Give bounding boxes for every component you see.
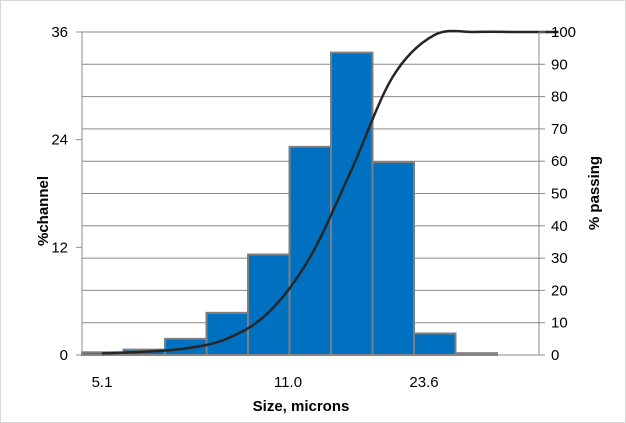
- right-axis-title: % passing: [586, 156, 603, 230]
- left-axis-ticks: 0 12 24 36: [51, 24, 82, 364]
- right-tick-label-80: 80: [551, 89, 568, 106]
- passing-curve: [101, 29, 559, 355]
- bar-5: [247, 253, 291, 356]
- right-tick-label-90: 90: [551, 56, 568, 73]
- bar-9: [413, 332, 457, 357]
- left-tick-label-0: 0: [60, 347, 68, 364]
- bar-7: [330, 51, 374, 357]
- left-tick-label-24: 24: [51, 132, 68, 149]
- x-axis-title: Size, microns: [253, 398, 350, 415]
- left-tick-label-12: 12: [51, 239, 68, 256]
- channel-bars: [81, 51, 498, 357]
- bar-4: [205, 311, 249, 357]
- right-tick-label-50: 50: [551, 186, 568, 203]
- cumulative-passing-line: [101, 29, 559, 355]
- x-tick-label-2: 11.0: [274, 374, 302, 391]
- x-axis-ticks: 5.1 11.0 23.6: [92, 374, 439, 391]
- x-tick-label-3: 23.6: [409, 374, 438, 391]
- x-tick-label-1: 5.1: [92, 374, 113, 391]
- right-tick-label-0: 0: [551, 347, 559, 364]
- bar-8: [371, 161, 415, 356]
- right-tick-label-20: 20: [551, 282, 568, 299]
- right-tick-label-30: 30: [551, 250, 568, 267]
- bar-6: [288, 145, 332, 356]
- right-tick-label-10: 10: [551, 315, 568, 332]
- right-tick-label-60: 60: [551, 153, 568, 170]
- right-tick-label-70: 70: [551, 121, 568, 138]
- right-tick-label-40: 40: [551, 218, 568, 235]
- left-tick-label-36: 36: [51, 24, 68, 41]
- right-tick-label-100: 100: [551, 24, 576, 41]
- right-axis-ticks: 0 10 20 30 40 50 60 70 80 90 100: [539, 24, 576, 364]
- left-axis-title: %channel: [35, 176, 52, 246]
